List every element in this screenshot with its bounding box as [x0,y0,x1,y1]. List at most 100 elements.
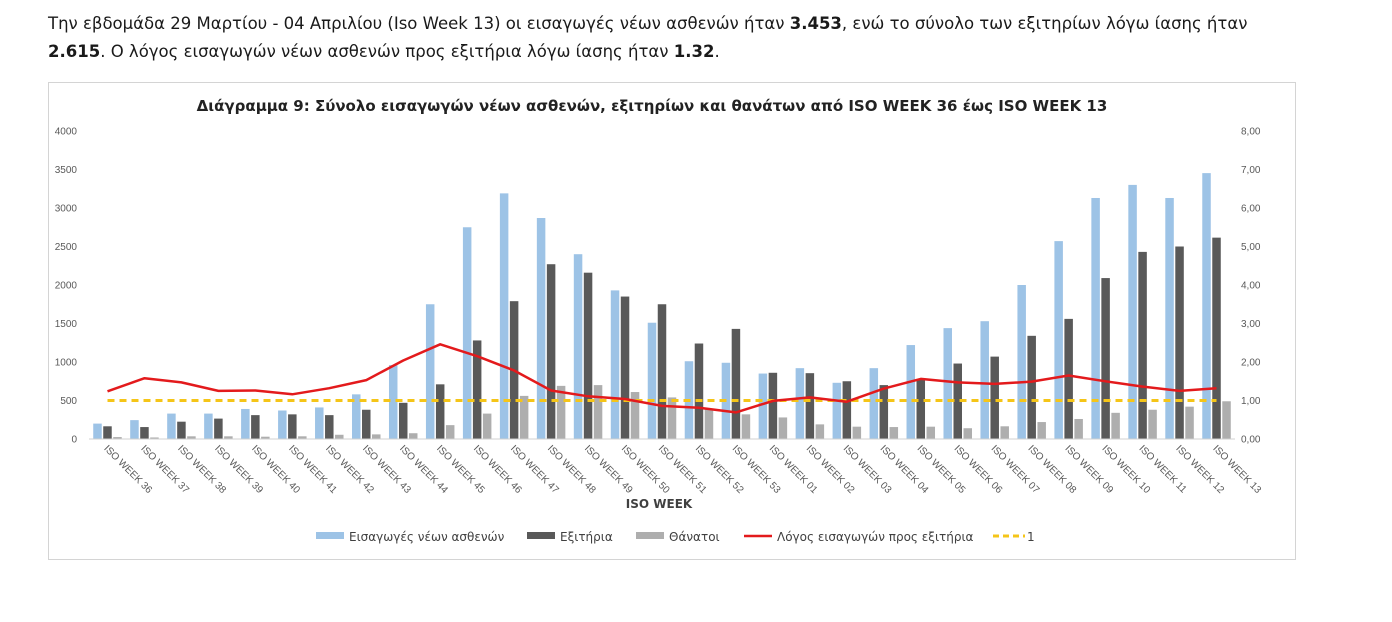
bar-admissions [1202,173,1211,439]
bar-admissions [315,407,324,439]
bar-deaths [815,424,825,439]
legend-reference-label: 1 [1027,530,1035,544]
legend-deaths-swatch [636,532,664,539]
bar-deaths [630,392,640,439]
bar-admissions [869,368,879,439]
left-tick-label: 3500 [55,165,78,176]
right-tick-label: 6,00 [1241,204,1261,215]
bar-deaths [298,436,307,439]
legend-deaths-label: Θάνατοι [669,530,720,544]
bar-deaths [1148,409,1157,439]
bar-deaths [187,436,196,439]
bar-deaths [519,395,529,439]
discharges-value: 2.615 [48,42,101,61]
bar-discharges [879,385,889,439]
bar-admissions [647,322,657,439]
right-tick-label: 2,00 [1241,358,1261,369]
bar-discharges [214,418,223,439]
bar-deaths [335,434,344,439]
bar-deaths [889,427,899,439]
bar-admissions [758,373,768,439]
left-tick-label: 4000 [55,127,78,138]
bar-discharges [325,415,334,439]
left-tick-label: 3000 [55,204,78,215]
bar-discharges [140,427,149,439]
bar-deaths [667,397,677,439]
bar-deaths [741,414,751,439]
bar-deaths [1074,418,1083,439]
bar-deaths [224,436,233,439]
bar-admissions [241,408,250,439]
bar-discharges [251,415,260,439]
chart-container: Διάγραμμα 9: Σύνολο εισαγωγών νέων ασθεν… [48,82,1296,560]
legend-admissions-swatch [316,532,344,539]
legend-discharges-label: Εξιτήρια [560,530,613,544]
bar-deaths [1000,426,1009,439]
bar-discharges [583,272,593,439]
bar-discharges [916,378,926,439]
bar-discharges [398,402,408,439]
bar-deaths [926,426,936,439]
bar-deaths [150,437,159,439]
bar-deaths [261,436,270,439]
bar-deaths [1185,406,1194,439]
bar-discharges [1212,237,1221,439]
bar-deaths [1222,401,1231,439]
bar-deaths [482,413,492,439]
bar-deaths [778,417,788,439]
bar-admissions [1054,241,1063,439]
bar-discharges [1027,335,1036,439]
bar-discharges [1175,246,1184,439]
right-tick-label: 4,00 [1241,281,1261,292]
bar-deaths [556,385,566,439]
bar-discharges [953,363,962,439]
bar-admissions [462,227,472,439]
legend-ratio-label: Λόγος εισαγωγών προς εξιτήρια [777,530,974,544]
lines-group [107,343,1217,414]
bar-discharges [620,296,630,439]
left-axis-ticks: 0 500 1000 1500 2000 2500 3000 3500 4000 [55,127,78,446]
bar-deaths [408,433,418,439]
bar-discharges [435,384,445,439]
bar-discharges [768,372,778,439]
bar-admissions [573,254,583,439]
bar-admissions [610,290,620,439]
admissions-value: 3.453 [789,14,842,33]
bar-deaths [704,408,714,439]
right-tick-label: 5,00 [1241,242,1261,253]
bar-deaths [445,425,455,439]
legend-discharges-swatch [527,532,555,539]
bar-deaths [1037,422,1046,439]
left-tick-label: 1000 [55,358,78,369]
bar-admissions [204,413,213,439]
bar-admissions [93,423,102,439]
intro-text-1: Την εβδομάδα 29 Μαρτίου - 04 Απριλίου (I… [48,14,790,33]
intro-text-2: , ενώ το σύνολο των εξιτηρίων λόγω ίασης… [841,14,1248,33]
bar-admissions [1128,184,1137,439]
bar-discharges [103,426,112,439]
bars-group [93,173,1231,439]
bar-discharges [362,409,371,439]
bar-discharges [805,373,815,439]
bar-deaths [593,385,603,439]
bar-admissions [388,365,398,439]
x-axis-title: ISO WEEK [626,497,693,511]
bar-admissions [425,304,435,439]
bar-deaths [113,437,122,439]
left-tick-label: 2000 [55,281,78,292]
bar-discharges [472,340,482,439]
bar-deaths [1111,412,1120,439]
bar-deaths [372,434,381,439]
bar-deaths [852,426,862,439]
right-tick-label: 1,00 [1241,396,1261,407]
legend: Εισαγωγές νέων ασθενών Εξιτήρια Θάνατοι Λόγ… [316,530,1035,544]
bar-admissions [352,394,361,439]
bar-discharges [177,421,186,439]
bar-admissions [906,345,916,439]
left-tick-label: 500 [60,396,77,407]
bar-admissions [1091,197,1100,439]
left-tick-label: 1500 [55,319,78,330]
bar-admissions [499,193,509,439]
bar-discharges [842,381,852,439]
bar-discharges [731,328,741,439]
